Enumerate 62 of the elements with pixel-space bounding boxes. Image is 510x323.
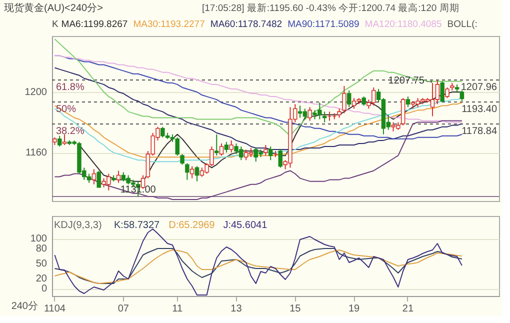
x-tick-label: 21 <box>402 304 414 314</box>
ref-line-label: 1193.40 <box>462 104 498 115</box>
series-label: D:65.2969 <box>168 220 216 231</box>
y-tick-label: 50 <box>36 258 48 270</box>
line-series <box>54 120 462 200</box>
series-label: J:45.6041 <box>223 220 268 231</box>
candlestick <box>268 146 273 161</box>
chart-title: KDJ(9,3,3) <box>54 220 102 231</box>
text: BOLL(: <box>447 19 478 30</box>
text: MA60:1178.7482 <box>210 19 282 30</box>
candlestick <box>342 85 346 114</box>
y-tick-label: 0 <box>41 284 48 294</box>
candlestick <box>185 162 190 180</box>
y-tick-label: 100 <box>30 234 48 244</box>
text: [17:05:28] 最新:1195.60 -0.43% 今开:1200.74 最高:120 周期 <box>202 2 460 14</box>
candlestick <box>96 170 101 188</box>
annotation: 61.8% <box>56 82 84 93</box>
text: MA30:1193.2277 <box>133 19 205 30</box>
x-tick-label: 1104 <box>44 304 66 314</box>
candlestick <box>224 141 229 154</box>
candlestick <box>308 106 312 122</box>
candlestick <box>229 140 234 154</box>
y-tick-label: 20 <box>36 274 48 284</box>
candlestick <box>264 144 268 156</box>
candlestick <box>445 86 450 99</box>
x-tick-label: 11 <box>172 304 183 314</box>
text: MA6:1199.8267 <box>61 19 128 30</box>
chart-title: 现货黄金(AU)<240分> <box>4 2 104 14</box>
candlestick <box>440 80 444 104</box>
candlestick <box>190 166 194 179</box>
candlestick <box>214 134 219 156</box>
text: K <box>52 19 59 30</box>
candlestick <box>362 96 366 106</box>
candlestick <box>346 90 352 108</box>
candlestick <box>337 108 342 118</box>
candlestick <box>278 149 283 168</box>
candlestick <box>406 96 410 108</box>
x-axis-title: 240分 <box>11 300 38 312</box>
series-label: K:58.7327 <box>114 220 160 231</box>
line-series <box>54 55 462 123</box>
candlestick <box>92 168 96 185</box>
y-tick-label: 80 <box>36 244 48 254</box>
annotation: 38.2% <box>56 126 84 138</box>
x-tick-label: 15 <box>290 304 302 314</box>
candlestick <box>62 134 67 146</box>
line-series <box>54 228 462 296</box>
candlestick <box>460 90 464 102</box>
candlestick <box>57 135 62 148</box>
text: MA120:1180.4085 <box>364 19 442 30</box>
y-tick-label: 1200 <box>24 87 48 98</box>
ref-line-label: 1207.96 <box>460 82 498 93</box>
line-series <box>54 38 462 136</box>
text: MA90:1171.5089 <box>288 19 360 30</box>
candlestick <box>219 142 224 156</box>
candlestick <box>194 166 200 182</box>
x-tick-label: 19 <box>348 304 360 314</box>
y-tick-label: 1160 <box>25 148 48 159</box>
candlestick <box>180 154 184 166</box>
x-tick-label: 07 <box>118 304 130 314</box>
ref-line-label: 1178.84 <box>462 126 498 138</box>
candlestick <box>116 170 121 184</box>
x-tick-label: 13 <box>230 304 242 314</box>
